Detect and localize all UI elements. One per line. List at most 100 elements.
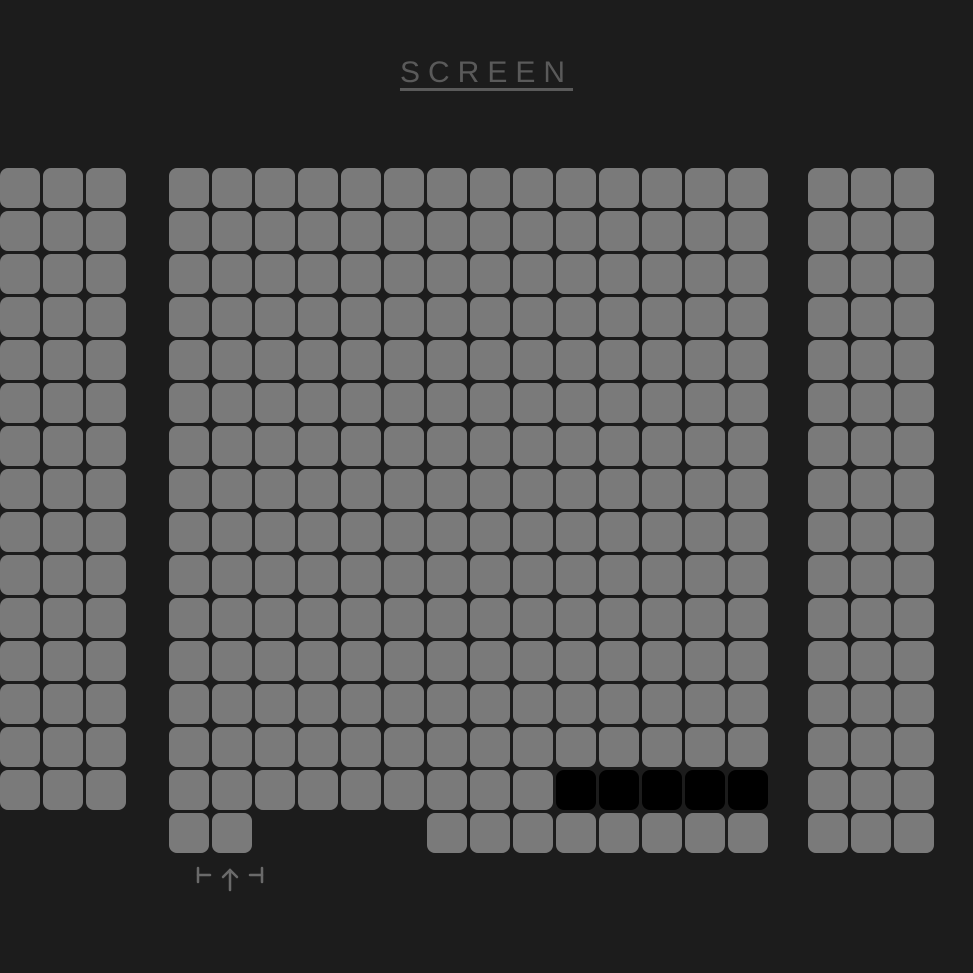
seat[interactable] bbox=[556, 297, 596, 337]
seat[interactable] bbox=[808, 383, 848, 423]
seat[interactable] bbox=[556, 641, 596, 681]
seat[interactable] bbox=[894, 727, 934, 767]
seat[interactable] bbox=[427, 426, 467, 466]
seat[interactable] bbox=[169, 684, 209, 724]
seat[interactable] bbox=[427, 813, 467, 853]
seat[interactable] bbox=[341, 168, 381, 208]
seat[interactable] bbox=[298, 598, 338, 638]
seat[interactable] bbox=[255, 469, 295, 509]
seat[interactable] bbox=[169, 813, 209, 853]
seat[interactable] bbox=[894, 254, 934, 294]
seat[interactable] bbox=[384, 383, 424, 423]
seat[interactable] bbox=[685, 383, 725, 423]
seat[interactable] bbox=[43, 168, 83, 208]
seat[interactable] bbox=[894, 512, 934, 552]
seat[interactable] bbox=[86, 770, 126, 810]
seat[interactable] bbox=[685, 598, 725, 638]
seat[interactable] bbox=[894, 426, 934, 466]
seat[interactable] bbox=[427, 770, 467, 810]
seat[interactable] bbox=[0, 254, 40, 294]
seat[interactable] bbox=[298, 211, 338, 251]
seat[interactable] bbox=[556, 211, 596, 251]
seat[interactable] bbox=[728, 813, 768, 853]
seat[interactable] bbox=[851, 813, 891, 853]
seat[interactable] bbox=[0, 641, 40, 681]
seat[interactable] bbox=[685, 641, 725, 681]
seat[interactable] bbox=[427, 168, 467, 208]
seat[interactable] bbox=[169, 512, 209, 552]
seat[interactable] bbox=[43, 555, 83, 595]
seat[interactable] bbox=[470, 512, 510, 552]
seat[interactable] bbox=[255, 512, 295, 552]
seat[interactable] bbox=[685, 555, 725, 595]
seat[interactable] bbox=[341, 426, 381, 466]
seat[interactable] bbox=[556, 168, 596, 208]
seat[interactable] bbox=[513, 211, 553, 251]
seat[interactable] bbox=[556, 426, 596, 466]
seat[interactable] bbox=[894, 211, 934, 251]
seat[interactable] bbox=[255, 641, 295, 681]
seat[interactable] bbox=[513, 598, 553, 638]
seat[interactable] bbox=[728, 297, 768, 337]
seat[interactable] bbox=[212, 383, 252, 423]
seat[interactable] bbox=[851, 211, 891, 251]
seat[interactable] bbox=[298, 641, 338, 681]
seat[interactable] bbox=[556, 598, 596, 638]
seat[interactable] bbox=[851, 684, 891, 724]
seat[interactable] bbox=[43, 598, 83, 638]
seat[interactable] bbox=[642, 426, 682, 466]
seat[interactable] bbox=[851, 297, 891, 337]
seat[interactable] bbox=[169, 211, 209, 251]
seat[interactable] bbox=[685, 469, 725, 509]
seat[interactable] bbox=[470, 813, 510, 853]
seat[interactable] bbox=[685, 813, 725, 853]
seat[interactable] bbox=[298, 684, 338, 724]
seat[interactable] bbox=[599, 426, 639, 466]
seat[interactable] bbox=[851, 555, 891, 595]
seat[interactable] bbox=[599, 211, 639, 251]
seat[interactable] bbox=[513, 168, 553, 208]
seat[interactable] bbox=[212, 426, 252, 466]
seat[interactable] bbox=[212, 254, 252, 294]
seat[interactable] bbox=[169, 254, 209, 294]
seat[interactable] bbox=[341, 770, 381, 810]
seat[interactable] bbox=[169, 469, 209, 509]
seat[interactable] bbox=[212, 512, 252, 552]
seat[interactable] bbox=[851, 727, 891, 767]
seat[interactable] bbox=[894, 684, 934, 724]
seat[interactable] bbox=[384, 598, 424, 638]
seat[interactable] bbox=[0, 512, 40, 552]
seat[interactable] bbox=[470, 684, 510, 724]
seat[interactable] bbox=[0, 770, 40, 810]
seat[interactable] bbox=[0, 297, 40, 337]
seat[interactable] bbox=[0, 684, 40, 724]
seat[interactable] bbox=[0, 555, 40, 595]
seat[interactable] bbox=[298, 555, 338, 595]
seat[interactable] bbox=[169, 340, 209, 380]
seat[interactable] bbox=[298, 426, 338, 466]
seat[interactable] bbox=[728, 340, 768, 380]
seat[interactable] bbox=[513, 426, 553, 466]
seat[interactable] bbox=[86, 254, 126, 294]
seat[interactable] bbox=[728, 512, 768, 552]
seat[interactable] bbox=[43, 383, 83, 423]
seat[interactable] bbox=[513, 340, 553, 380]
seat[interactable] bbox=[642, 555, 682, 595]
seat[interactable] bbox=[212, 469, 252, 509]
seat[interactable] bbox=[169, 426, 209, 466]
seat[interactable] bbox=[169, 383, 209, 423]
seat[interactable] bbox=[470, 254, 510, 294]
seat[interactable] bbox=[642, 254, 682, 294]
seat[interactable] bbox=[427, 684, 467, 724]
seat[interactable] bbox=[894, 469, 934, 509]
seat[interactable] bbox=[808, 340, 848, 380]
seat[interactable] bbox=[808, 254, 848, 294]
seat[interactable] bbox=[86, 598, 126, 638]
seat[interactable] bbox=[685, 340, 725, 380]
seat[interactable] bbox=[212, 813, 252, 853]
seat[interactable] bbox=[427, 641, 467, 681]
seat[interactable] bbox=[86, 555, 126, 595]
seat[interactable] bbox=[298, 340, 338, 380]
seat[interactable] bbox=[255, 555, 295, 595]
seat[interactable] bbox=[212, 684, 252, 724]
